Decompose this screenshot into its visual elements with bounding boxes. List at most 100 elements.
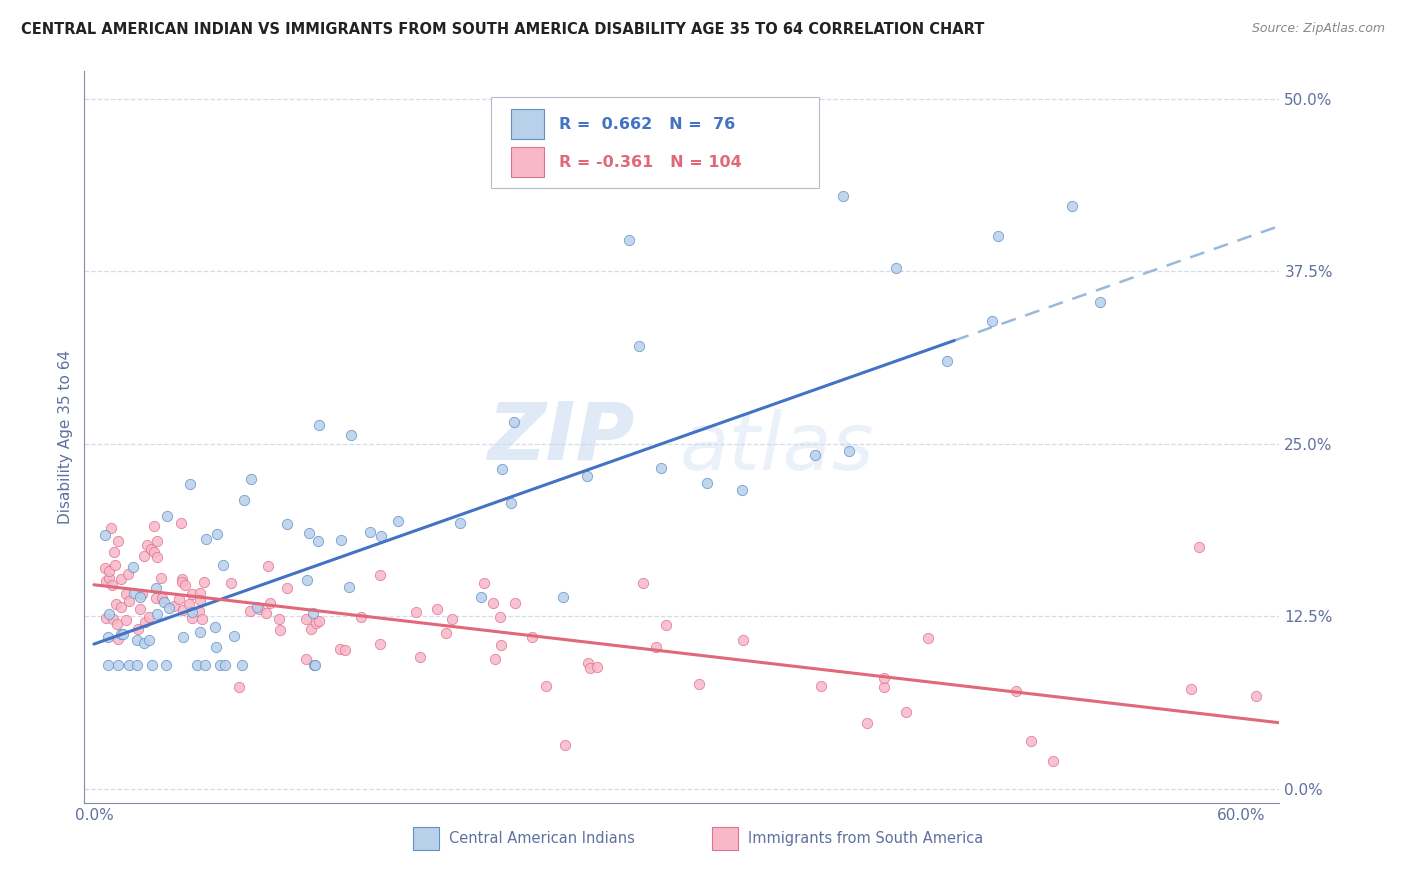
Point bbox=[654, 618, 676, 632]
Point bbox=[1180, 682, 1202, 697]
Point bbox=[207, 527, 229, 541]
Point bbox=[193, 574, 215, 589]
Point bbox=[110, 627, 132, 641]
Point bbox=[142, 518, 165, 533]
Point bbox=[231, 657, 253, 672]
Point bbox=[503, 596, 526, 610]
Bar bbox=[711, 827, 738, 850]
Point bbox=[254, 606, 277, 620]
Point bbox=[295, 612, 318, 626]
Point bbox=[156, 508, 179, 523]
Point bbox=[128, 601, 150, 615]
Point bbox=[118, 657, 141, 672]
Point bbox=[174, 578, 197, 592]
Point bbox=[886, 260, 908, 275]
Point bbox=[585, 660, 607, 674]
Point bbox=[110, 572, 132, 586]
Point bbox=[482, 596, 505, 610]
Point bbox=[228, 681, 250, 695]
Point bbox=[132, 549, 155, 564]
Point bbox=[329, 642, 352, 657]
Point bbox=[434, 625, 457, 640]
Point bbox=[368, 637, 391, 651]
Point bbox=[387, 514, 409, 528]
Point bbox=[1019, 733, 1042, 747]
Point bbox=[128, 590, 150, 604]
Point bbox=[246, 599, 269, 614]
Point bbox=[122, 586, 145, 600]
Point bbox=[350, 610, 373, 624]
Point bbox=[304, 657, 326, 672]
Point bbox=[276, 516, 298, 531]
Point bbox=[179, 598, 201, 612]
Point bbox=[873, 672, 896, 686]
Point bbox=[179, 477, 201, 491]
Point bbox=[472, 576, 495, 591]
Point bbox=[340, 427, 363, 442]
Point bbox=[94, 528, 117, 542]
Point bbox=[489, 610, 512, 624]
Text: R =  0.662   N =  76: R = 0.662 N = 76 bbox=[558, 117, 735, 131]
Point bbox=[172, 630, 194, 644]
Point bbox=[101, 578, 124, 592]
Point bbox=[150, 591, 173, 606]
Point bbox=[111, 627, 134, 641]
Point bbox=[576, 656, 599, 670]
Bar bbox=[510, 109, 544, 139]
Point bbox=[117, 566, 139, 581]
Point bbox=[172, 574, 194, 589]
Point bbox=[553, 590, 575, 604]
Point bbox=[337, 580, 360, 594]
Point bbox=[491, 462, 513, 476]
Point bbox=[191, 612, 214, 626]
Point bbox=[107, 657, 129, 672]
Point bbox=[631, 575, 654, 590]
Point bbox=[146, 550, 169, 565]
Point bbox=[190, 593, 212, 607]
Point bbox=[873, 680, 896, 694]
Point bbox=[190, 624, 212, 639]
Point bbox=[1246, 689, 1268, 703]
Y-axis label: Disability Age 35 to 64: Disability Age 35 to 64 bbox=[58, 350, 73, 524]
Point bbox=[114, 613, 136, 627]
Point bbox=[105, 598, 128, 612]
Point bbox=[172, 602, 194, 616]
Point bbox=[359, 524, 381, 539]
Point bbox=[501, 496, 523, 510]
Point bbox=[224, 629, 246, 643]
Point bbox=[94, 574, 117, 588]
Point bbox=[157, 601, 180, 615]
Point bbox=[163, 599, 186, 613]
Point bbox=[917, 632, 939, 646]
Point bbox=[214, 657, 236, 672]
Point bbox=[107, 533, 129, 548]
Point bbox=[142, 545, 165, 559]
Point bbox=[790, 170, 813, 185]
Point bbox=[121, 560, 143, 574]
Point bbox=[134, 615, 156, 629]
Point bbox=[304, 657, 326, 672]
Point bbox=[127, 622, 149, 636]
Point bbox=[188, 586, 211, 600]
Point bbox=[1188, 541, 1211, 555]
Point bbox=[295, 652, 318, 666]
Point bbox=[295, 574, 318, 588]
Point bbox=[269, 623, 291, 637]
Point bbox=[100, 521, 122, 535]
Point bbox=[97, 564, 120, 578]
Point bbox=[181, 611, 204, 625]
Point bbox=[330, 533, 353, 547]
Point bbox=[131, 587, 153, 601]
Point bbox=[426, 602, 449, 616]
Point bbox=[105, 617, 128, 632]
Point bbox=[1004, 683, 1026, 698]
Point bbox=[155, 657, 177, 672]
Point bbox=[145, 591, 167, 605]
Point bbox=[333, 642, 356, 657]
Point bbox=[94, 610, 117, 624]
Point bbox=[132, 636, 155, 650]
Point bbox=[187, 604, 209, 618]
Point bbox=[239, 472, 262, 486]
Point bbox=[118, 594, 141, 608]
Point bbox=[145, 581, 167, 595]
